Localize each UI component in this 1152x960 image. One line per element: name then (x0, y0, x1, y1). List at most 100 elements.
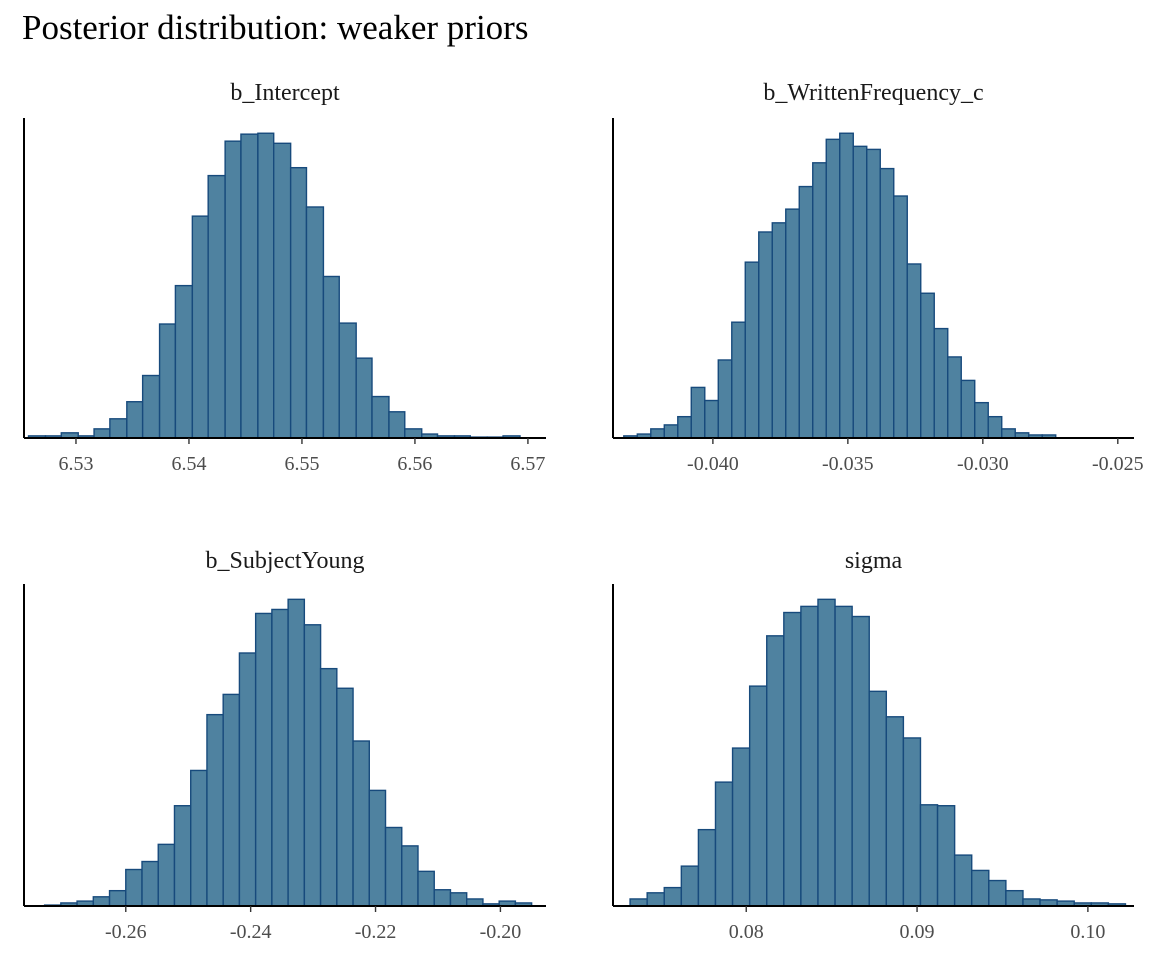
histogram-bar (697, 828, 717, 907)
histogram-bar (817, 598, 836, 907)
histogram-bar (893, 195, 908, 439)
x-tick-label: 0.10 (1070, 921, 1105, 943)
histogram-bar (714, 781, 734, 907)
histogram-bar (108, 889, 127, 907)
histogram-bar (191, 215, 209, 439)
histogram-bar (825, 138, 841, 439)
histogram-bar (800, 605, 819, 907)
histogram-bar (238, 652, 257, 907)
histogram-bar (352, 740, 370, 907)
histogram-bar (222, 693, 241, 907)
histogram-bar (971, 869, 990, 907)
histogram-bar (338, 322, 357, 439)
panel-2: b_SubjectYoung -0.26 -0.24 -0.22 -0.20 (23, 548, 546, 943)
histogram-bar (919, 804, 939, 907)
histogram-bar (748, 685, 768, 907)
histogram-bar (240, 133, 259, 439)
histogram-bar (839, 132, 854, 439)
x-tick-label: -0.035 (822, 453, 874, 475)
panel-title: b_WrittenFrequency_c (763, 80, 983, 106)
x-tick-label: 0.09 (900, 921, 935, 943)
histogram-bar (125, 868, 143, 907)
histogram-bar (303, 624, 322, 907)
histogram-bar (289, 166, 308, 439)
histogram-bar (271, 608, 289, 907)
histogram-bar (663, 886, 683, 907)
histogram-bar (173, 805, 192, 907)
histogram-bar (988, 879, 1007, 907)
histogram-bar (960, 379, 976, 439)
histogram-bar (141, 860, 159, 907)
histogram-bar (798, 185, 814, 439)
x-tick-label: 6.55 (284, 453, 319, 475)
histogram-bar (388, 411, 406, 439)
x-tick-label: 6.56 (397, 453, 432, 475)
histogram-bar (141, 374, 161, 439)
histogram-bar (433, 889, 452, 907)
panel-1: b_WrittenFrequency_c -0.040 -0.035 -0.030 -0… (612, 80, 1144, 475)
histogram-bar (401, 845, 419, 907)
histogram-bar (744, 261, 760, 439)
histogram-bar (947, 356, 962, 439)
page-title: Posterior distribution: weaker priors (22, 8, 529, 47)
histogram-bar (629, 898, 648, 907)
histogram-bar (783, 611, 802, 907)
panel-3: sigma 0.08 0.09 0.10 (612, 548, 1134, 943)
histogram-bar (677, 415, 692, 439)
histogram-bar (322, 275, 340, 439)
histogram-bar (207, 174, 226, 439)
histogram-bar (785, 208, 800, 439)
histogram-bar (771, 222, 787, 439)
histogram-bar (93, 428, 111, 439)
x-tick-label: -0.26 (105, 921, 147, 943)
histogram-bar (731, 321, 746, 439)
histogram-bar (174, 284, 194, 439)
histogram-bar (902, 737, 922, 907)
histogram-bar (690, 386, 706, 439)
histogram-bar (158, 323, 177, 439)
histogram-bar (1001, 428, 1016, 439)
histogram-bar (287, 598, 306, 907)
histogram-bar (868, 690, 888, 907)
histogram-bar (812, 162, 827, 439)
histogram-bar (852, 145, 868, 439)
histogram-bar (319, 667, 338, 907)
histogram-bar (834, 605, 853, 907)
histogram-bar (1022, 898, 1041, 907)
histogram-bar (449, 892, 468, 907)
histogram-bar (974, 401, 989, 439)
x-tick-label: 6.54 (171, 453, 206, 475)
histogram-bar (879, 167, 895, 439)
histogram-bar (933, 327, 949, 439)
histogram-bar (1005, 889, 1024, 907)
histogram-bar (663, 424, 679, 439)
histogram-bar (680, 865, 700, 907)
histogram-bar (336, 687, 354, 907)
histogram-bar (206, 713, 224, 907)
panel-0: b_Intercept 6.53 6.54 6.55 6.56 6.57 (23, 80, 546, 475)
x-tick-label: -0.040 (687, 453, 739, 475)
histogram-bar (885, 716, 905, 907)
x-tick-label: -0.22 (355, 921, 397, 943)
histogram-bar (190, 769, 208, 907)
histogram-bar (368, 789, 387, 907)
histogram-bar (371, 395, 390, 439)
histogram-bar (404, 428, 423, 439)
histogram-bar (650, 428, 665, 439)
histogram-bar (109, 418, 128, 439)
histogram-bar (987, 415, 1003, 439)
x-tick-label: 6.57 (510, 453, 545, 475)
histogram-bar (851, 615, 870, 907)
histogram-bar (92, 896, 111, 907)
histogram-bar (355, 357, 373, 439)
histogram-bar (906, 263, 922, 439)
histogram-bar (717, 359, 733, 439)
histogram-bar (257, 132, 275, 439)
histogram-bar (417, 870, 435, 907)
histogram-bar (866, 148, 881, 439)
histogram-bar (646, 892, 665, 907)
panel-title: sigma (845, 548, 903, 574)
histogram-bar (704, 399, 719, 439)
histogram-bar (305, 206, 325, 439)
histogram-bar (273, 142, 292, 439)
